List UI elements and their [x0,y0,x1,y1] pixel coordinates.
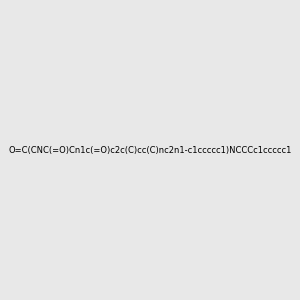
Text: O=C(CNC(=O)Cn1c(=O)c2c(C)cc(C)nc2n1-c1ccccc1)NCCCc1ccccc1: O=C(CNC(=O)Cn1c(=O)c2c(C)cc(C)nc2n1-c1cc… [8,146,292,154]
